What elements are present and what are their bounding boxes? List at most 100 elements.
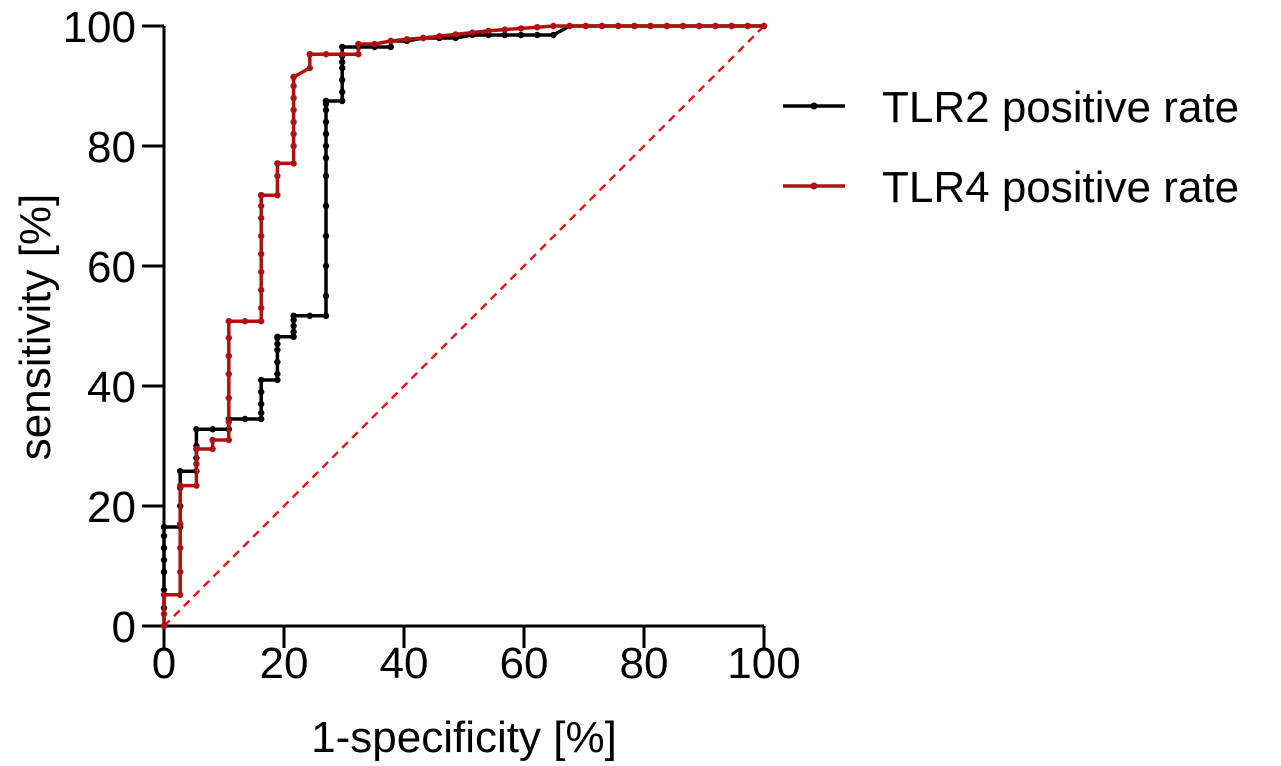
data-point xyxy=(177,520,184,528)
data-point xyxy=(290,328,297,336)
data-point xyxy=(322,154,330,162)
data-point xyxy=(485,27,492,34)
data-point xyxy=(436,33,443,40)
data-point xyxy=(193,482,200,489)
data-point xyxy=(160,523,168,531)
data-point xyxy=(274,160,281,167)
data-point xyxy=(290,160,297,167)
data-point xyxy=(258,388,265,396)
data-point xyxy=(258,214,265,222)
data-point xyxy=(566,22,573,30)
data-point xyxy=(290,94,297,102)
data-point xyxy=(322,232,330,240)
data-point xyxy=(550,22,557,30)
data-point xyxy=(322,262,330,270)
data-point xyxy=(177,591,184,598)
data-point xyxy=(258,232,265,240)
data-point xyxy=(290,82,297,90)
data-point xyxy=(712,22,719,30)
data-point xyxy=(387,43,394,51)
data-point xyxy=(339,88,346,96)
data-point xyxy=(322,118,330,126)
data-point xyxy=(534,31,541,39)
data-point xyxy=(225,418,232,426)
x-tick-label: 80 xyxy=(620,639,669,688)
data-point xyxy=(339,51,346,58)
data-point xyxy=(193,460,200,468)
x-tick-label: 0 xyxy=(152,639,176,688)
data-point xyxy=(322,312,330,319)
data-point xyxy=(696,22,703,30)
data-point xyxy=(274,376,281,384)
legend-item-1: TLR2 positive rate xyxy=(783,83,1239,132)
data-point xyxy=(209,445,216,453)
data-point xyxy=(306,51,313,58)
data-point xyxy=(225,394,232,402)
data-point xyxy=(225,436,232,444)
legend: TLR2 positive rate TLR4 positive rate xyxy=(783,83,1239,212)
y-tick-label: 40 xyxy=(87,363,136,412)
series-2 xyxy=(160,22,768,630)
data-point xyxy=(225,334,232,342)
data-point xyxy=(290,130,297,138)
data-point xyxy=(258,202,265,210)
legend-swatch-marker xyxy=(810,182,818,190)
data-point xyxy=(339,43,346,51)
legend-swatch-marker xyxy=(810,102,818,110)
data-point xyxy=(241,318,249,325)
data-point xyxy=(160,568,168,576)
data-point xyxy=(663,22,670,30)
data-point xyxy=(339,64,346,72)
data-point xyxy=(160,532,168,540)
data-point xyxy=(582,22,589,30)
data-point xyxy=(177,568,184,576)
data-point xyxy=(501,31,508,39)
data-point xyxy=(322,202,330,210)
data-point xyxy=(177,482,184,489)
data-point xyxy=(160,544,168,552)
data-point xyxy=(728,22,735,30)
data-point xyxy=(679,22,687,30)
y-tick-label: 80 xyxy=(87,123,136,172)
data-point xyxy=(258,400,265,408)
legend-label: TLR4 positive rate xyxy=(882,163,1239,212)
data-point xyxy=(258,376,265,384)
data-point xyxy=(160,622,168,630)
y-axis-title: sensitivity [%] xyxy=(11,194,60,461)
data-point xyxy=(615,22,622,30)
data-point xyxy=(274,370,281,378)
data-point xyxy=(290,73,297,81)
x-tick-label: 20 xyxy=(260,639,309,688)
data-point xyxy=(339,58,346,66)
data-point xyxy=(258,286,265,294)
data-point xyxy=(355,51,362,58)
data-point xyxy=(290,106,297,114)
data-point xyxy=(517,31,525,39)
data-point xyxy=(225,352,232,360)
data-point xyxy=(339,97,346,105)
data-point xyxy=(258,409,265,417)
data-point xyxy=(744,22,751,30)
data-point xyxy=(403,36,411,43)
y-axis: 0 20 40 60 80 100 xyxy=(63,3,166,652)
y-tick-label: 60 xyxy=(87,243,136,292)
reference-diagonal-line xyxy=(163,25,765,627)
data-point xyxy=(631,22,638,30)
legend-item-2: TLR4 positive rate xyxy=(783,163,1239,212)
data-point xyxy=(193,426,200,433)
x-tick-label: 60 xyxy=(500,639,549,688)
data-point xyxy=(274,340,281,348)
x-tick-label: 100 xyxy=(727,639,800,688)
data-point xyxy=(290,333,297,340)
y-tick-label: 0 xyxy=(112,603,136,652)
data-point xyxy=(371,40,378,48)
data-point xyxy=(469,29,476,36)
data-point xyxy=(290,322,297,330)
data-point xyxy=(322,172,330,180)
data-point xyxy=(290,118,297,126)
data-point xyxy=(225,370,232,378)
data-point xyxy=(274,192,281,199)
plot-area xyxy=(160,22,768,630)
data-point xyxy=(160,586,168,594)
